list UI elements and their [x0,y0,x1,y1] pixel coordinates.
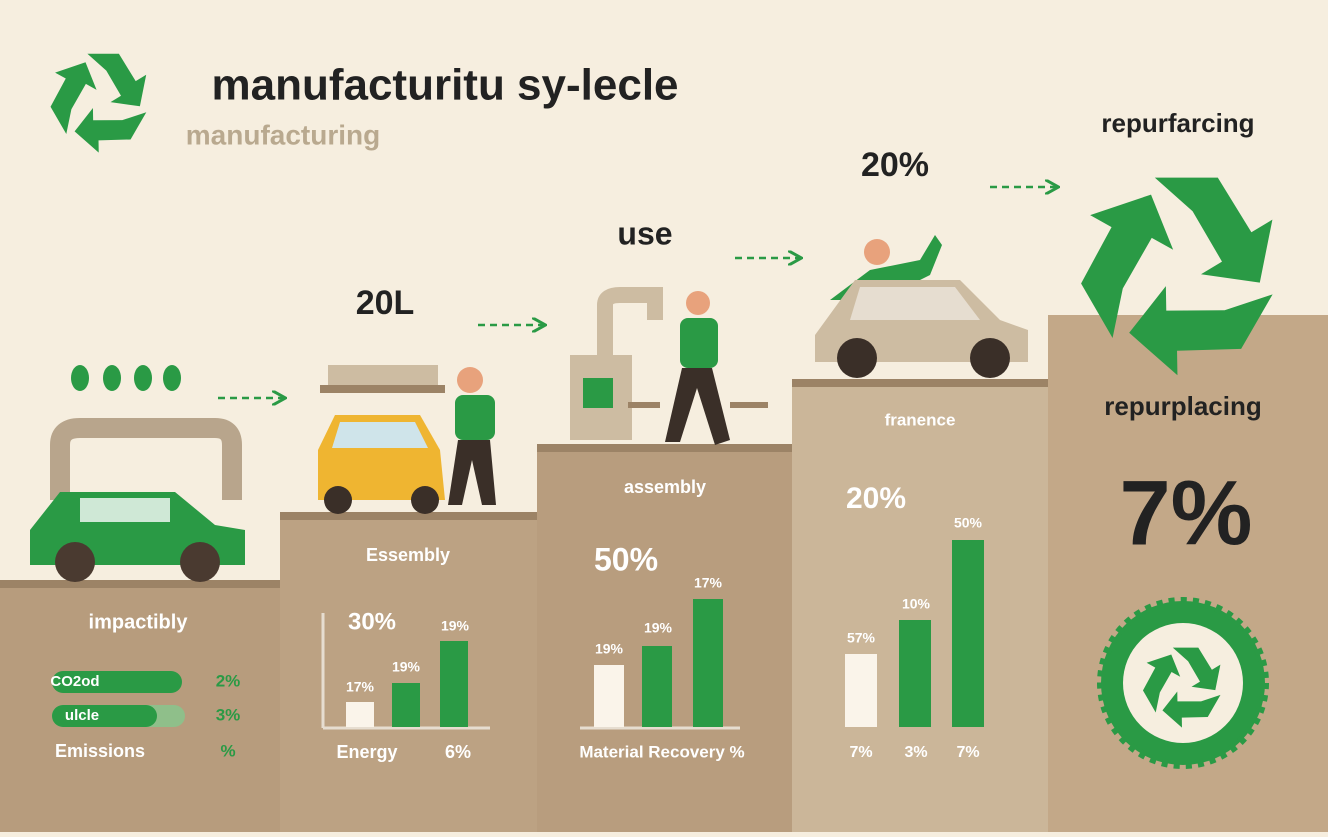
footer: 7% [956,744,979,761]
bar-label: 10% [902,596,931,612]
step-label: repurfarcing [1101,108,1254,138]
footer: Energy [336,742,397,762]
assembly-car [318,365,496,514]
bars [845,540,984,727]
worker-faucet-part [628,402,660,408]
meter [52,671,185,727]
headline: 20% [846,482,906,515]
bars-part [440,641,468,727]
bars [580,599,740,730]
bars-part [845,654,877,727]
factory-car [30,365,245,582]
footer: 6% [445,742,471,762]
assembly-car-part [448,440,496,505]
bar-label: 19% [392,659,421,675]
bar-label: 19% [441,618,470,634]
assembly-car-part [332,422,428,448]
worker-faucet-part [583,378,613,408]
bars [321,613,490,730]
row-value: 3% [216,705,241,724]
finance-car-part [864,239,890,265]
logo [36,53,147,164]
bar-label: 17% [346,679,375,695]
headline: 30% [348,608,396,635]
row-value: % [220,741,235,760]
factory-car-part [50,418,242,500]
row-label: CO2od [50,673,99,690]
step-label: 20L [356,284,415,322]
assembly-car-part [455,395,495,440]
worker-faucet-part [686,291,710,315]
section-title: assembly [624,477,706,497]
factory-car-part-part [163,365,181,391]
title: manufacturitu sy-lecle [211,61,678,110]
worker-faucet-part [597,287,663,360]
finance-car-part [850,287,980,320]
row-label: ulcle [65,707,99,724]
badge-part [1123,623,1243,743]
footer: Material Recovery % [579,742,744,761]
badge [1097,597,1269,769]
assembly-car-part [457,367,483,393]
factory-car-part [80,498,170,522]
steps-part [792,379,1049,387]
bars-part [346,702,374,727]
finance-car [815,235,1028,378]
steps [0,315,1328,832]
row-value: 2% [216,671,241,690]
subtitle: manufacturing [186,119,380,150]
factory-car-part [71,365,181,391]
factory-car-part [180,542,220,582]
worker-faucet-part [730,402,768,408]
bar-label: 19% [595,641,624,657]
bars-part [693,599,723,727]
footer: 3% [904,744,927,761]
bar-label: 50% [954,515,983,531]
assembly-car-part [324,486,352,514]
assembly-car-part [320,385,445,393]
section-title: Essembly [366,545,450,565]
worker-faucet [570,287,768,445]
bar-label: 57% [847,630,876,646]
factory-car-part [55,542,95,582]
worker-faucet-part [665,368,730,445]
steps-part [0,580,282,588]
section-title: repurplacing [1104,391,1261,421]
section-title: franence [885,410,956,429]
bar-label: 17% [694,575,723,591]
bars-part [952,540,984,727]
finance-car-part [970,338,1010,378]
bars-part [594,665,624,727]
bars-part [899,620,931,727]
headline: 7% [1120,462,1253,564]
factory-car-part-part [71,365,89,391]
bars-part [642,646,672,727]
row-label: Emissions [55,741,145,761]
assembly-car-part [328,365,438,387]
bars-part [392,683,420,727]
section-title: impactibly [89,611,189,633]
step-label: use [617,215,672,251]
steps-part [537,447,793,832]
bar-label: 19% [644,620,673,636]
factory-car-part-part [103,365,121,391]
steps-part [792,382,1049,832]
arrows [218,187,1057,398]
steps-part [280,512,538,520]
headline: 50% [594,541,658,577]
footer: 7% [849,744,872,761]
step-label: 20% [861,146,929,184]
meter-part [52,705,157,727]
steps-part [537,444,793,452]
finance-car-part [837,338,877,378]
factory-car-part-part [134,365,152,391]
assembly-car-part [411,486,439,514]
meter-part [52,671,182,693]
worker-faucet-part [680,318,718,368]
